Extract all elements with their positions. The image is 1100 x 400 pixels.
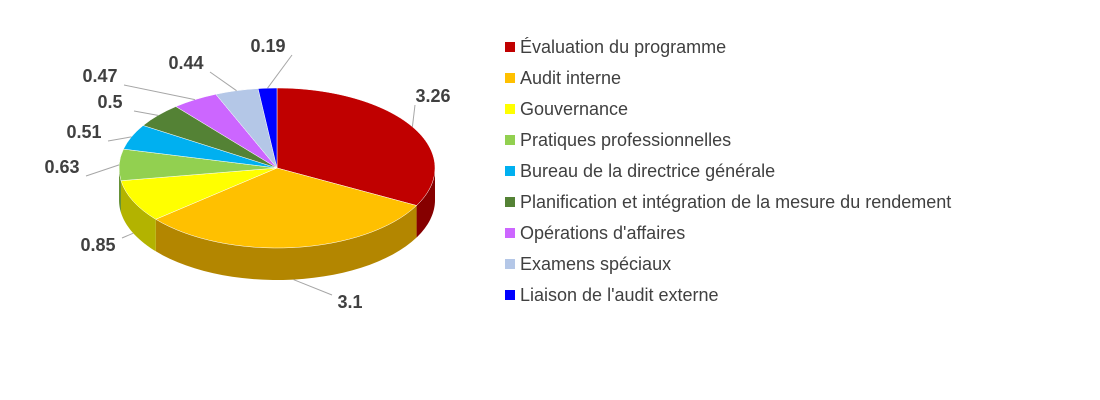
legend-swatch <box>505 42 515 52</box>
data-label: 0.51 <box>66 122 101 142</box>
pie-side <box>121 180 156 252</box>
legend-label: Opérations d'affaires <box>520 223 685 243</box>
legend-swatch <box>505 135 515 145</box>
data-label: 0.47 <box>82 66 117 86</box>
legend-label: Audit interne <box>520 68 621 88</box>
legend-label: Examens spéciaux <box>520 254 671 274</box>
legend-label: Gouvernance <box>520 99 628 119</box>
legend-label: Évaluation du programme <box>520 37 726 57</box>
legend-swatch <box>505 166 515 176</box>
leader-line <box>267 54 293 89</box>
legend-swatch <box>505 73 515 83</box>
leader-line <box>209 71 237 92</box>
data-label: 0.85 <box>80 235 115 255</box>
legend-label: Liaison de l'audit externe <box>520 285 719 305</box>
leader-line <box>411 104 416 127</box>
legend-swatch <box>505 259 515 269</box>
legend-swatch <box>505 104 515 114</box>
legend-swatch <box>505 228 515 238</box>
data-label: 0.19 <box>250 36 285 56</box>
data-label: 3.26 <box>415 86 450 106</box>
leader-line <box>123 84 196 101</box>
pie-slice <box>155 167 418 249</box>
legend-label: Pratiques professionnelles <box>520 130 731 150</box>
leader-line <box>107 136 132 142</box>
data-label: 0.5 <box>97 92 122 112</box>
leader-line <box>121 232 134 239</box>
legend-label: Bureau de la directrice générale <box>520 161 775 181</box>
legend-swatch <box>505 290 515 300</box>
pie-side <box>155 205 417 280</box>
data-label: 0.44 <box>168 53 203 73</box>
leader-line <box>133 110 159 116</box>
legend-label: Planification et intégration de la mesur… <box>520 192 951 212</box>
legend-swatch <box>505 197 515 207</box>
pie-side <box>416 168 435 238</box>
leader-line <box>85 164 120 177</box>
data-label: 0.63 <box>44 157 79 177</box>
data-label: 3.1 <box>337 292 362 312</box>
pie-slice <box>120 167 278 220</box>
leader-line <box>293 279 333 296</box>
